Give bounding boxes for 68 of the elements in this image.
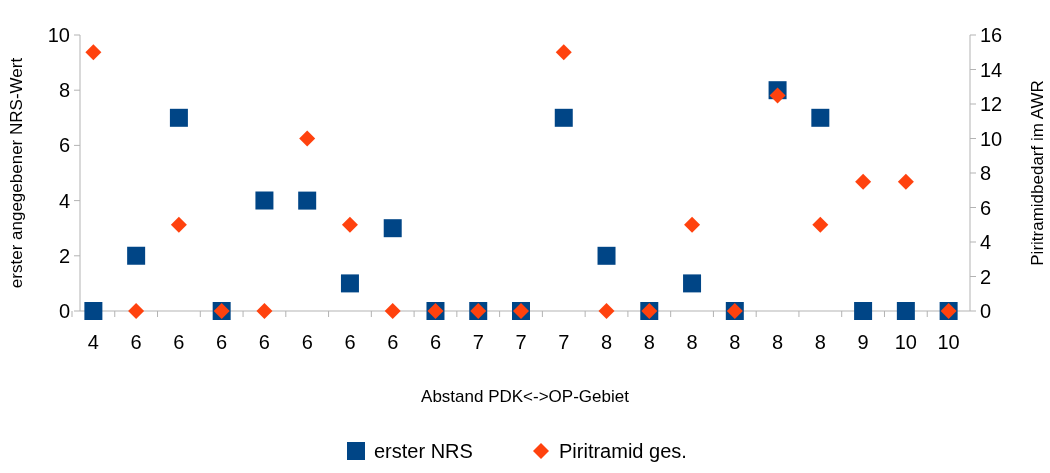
x-tick-label: 9 [857, 331, 869, 353]
x-tick-label: 8 [772, 331, 784, 353]
x-tick-label: 8 [686, 331, 698, 353]
point [298, 191, 317, 210]
y-tick-label: 6 [58, 134, 70, 157]
x-tick-label: 6 [429, 331, 442, 353]
x-tick-label: 7 [472, 331, 484, 353]
point [555, 44, 572, 61]
x-tick-label: 8 [643, 331, 655, 353]
point [683, 274, 702, 293]
y2-axis-title: Piritramidbedarf im AWR [1028, 80, 1047, 266]
x-tick-label: 10 [894, 331, 917, 353]
point [84, 302, 103, 320]
point [897, 173, 914, 190]
y-tick-label: 4 [58, 189, 70, 212]
point [85, 44, 102, 61]
point [896, 302, 915, 320]
point [812, 216, 829, 233]
y-tick-label: 10 [47, 24, 70, 46]
point [255, 191, 274, 210]
y2-tick-label: 12 [980, 93, 1003, 115]
x-tick-label: 7 [515, 331, 527, 353]
point [127, 246, 146, 265]
y-tick-label: 8 [58, 79, 70, 102]
point [684, 216, 701, 233]
y2-tick-label: 10 [980, 127, 1003, 150]
x-tick-label: 6 [173, 331, 185, 353]
point [811, 108, 830, 127]
x-tick-label: 6 [301, 331, 313, 353]
point [769, 87, 786, 104]
x-tick-label: 8 [600, 331, 613, 353]
point [340, 274, 359, 293]
y2-tick-label: 14 [980, 58, 1003, 81]
point [256, 303, 273, 319]
x-tick-label: 6 [216, 331, 228, 353]
y2-tick-label: 8 [980, 162, 992, 184]
point [855, 173, 872, 190]
point [598, 303, 615, 319]
point [554, 108, 573, 127]
x-tick-label: 8 [814, 331, 826, 353]
y2-tick-label: 6 [980, 196, 992, 219]
y2-tick-label: 16 [980, 24, 1003, 46]
y-axis-title: erster angegebener NRS-Wert [7, 57, 26, 289]
y2-tick-label: 0 [980, 300, 992, 322]
x-tick-label: 6 [130, 331, 142, 353]
point [341, 216, 358, 233]
point [299, 130, 316, 147]
x-tick-label: 6 [344, 331, 356, 353]
y2-tick-label: 4 [980, 231, 992, 253]
point [169, 108, 188, 127]
point [597, 246, 616, 265]
legend-label: Piritramid ges. [559, 440, 687, 462]
y2-tick-label: 2 [980, 265, 992, 288]
x-axis-title: Abstand PDK<->OP-Gebiet [421, 387, 630, 406]
point [384, 303, 401, 319]
y-tick-label: 2 [58, 244, 70, 267]
point [170, 216, 187, 233]
x-tick-label: 6 [387, 331, 399, 353]
x-tick-label: 7 [558, 331, 570, 353]
y-tick-label: 0 [58, 300, 70, 322]
point [854, 302, 873, 320]
point [383, 219, 402, 238]
x-tick-label: 10 [937, 331, 960, 353]
legend-label: erster NRS [374, 440, 473, 462]
x-tick-label: 6 [258, 331, 270, 353]
x-tick-label: 8 [729, 331, 741, 353]
point [128, 303, 145, 319]
x-tick-label: 4 [87, 331, 99, 353]
